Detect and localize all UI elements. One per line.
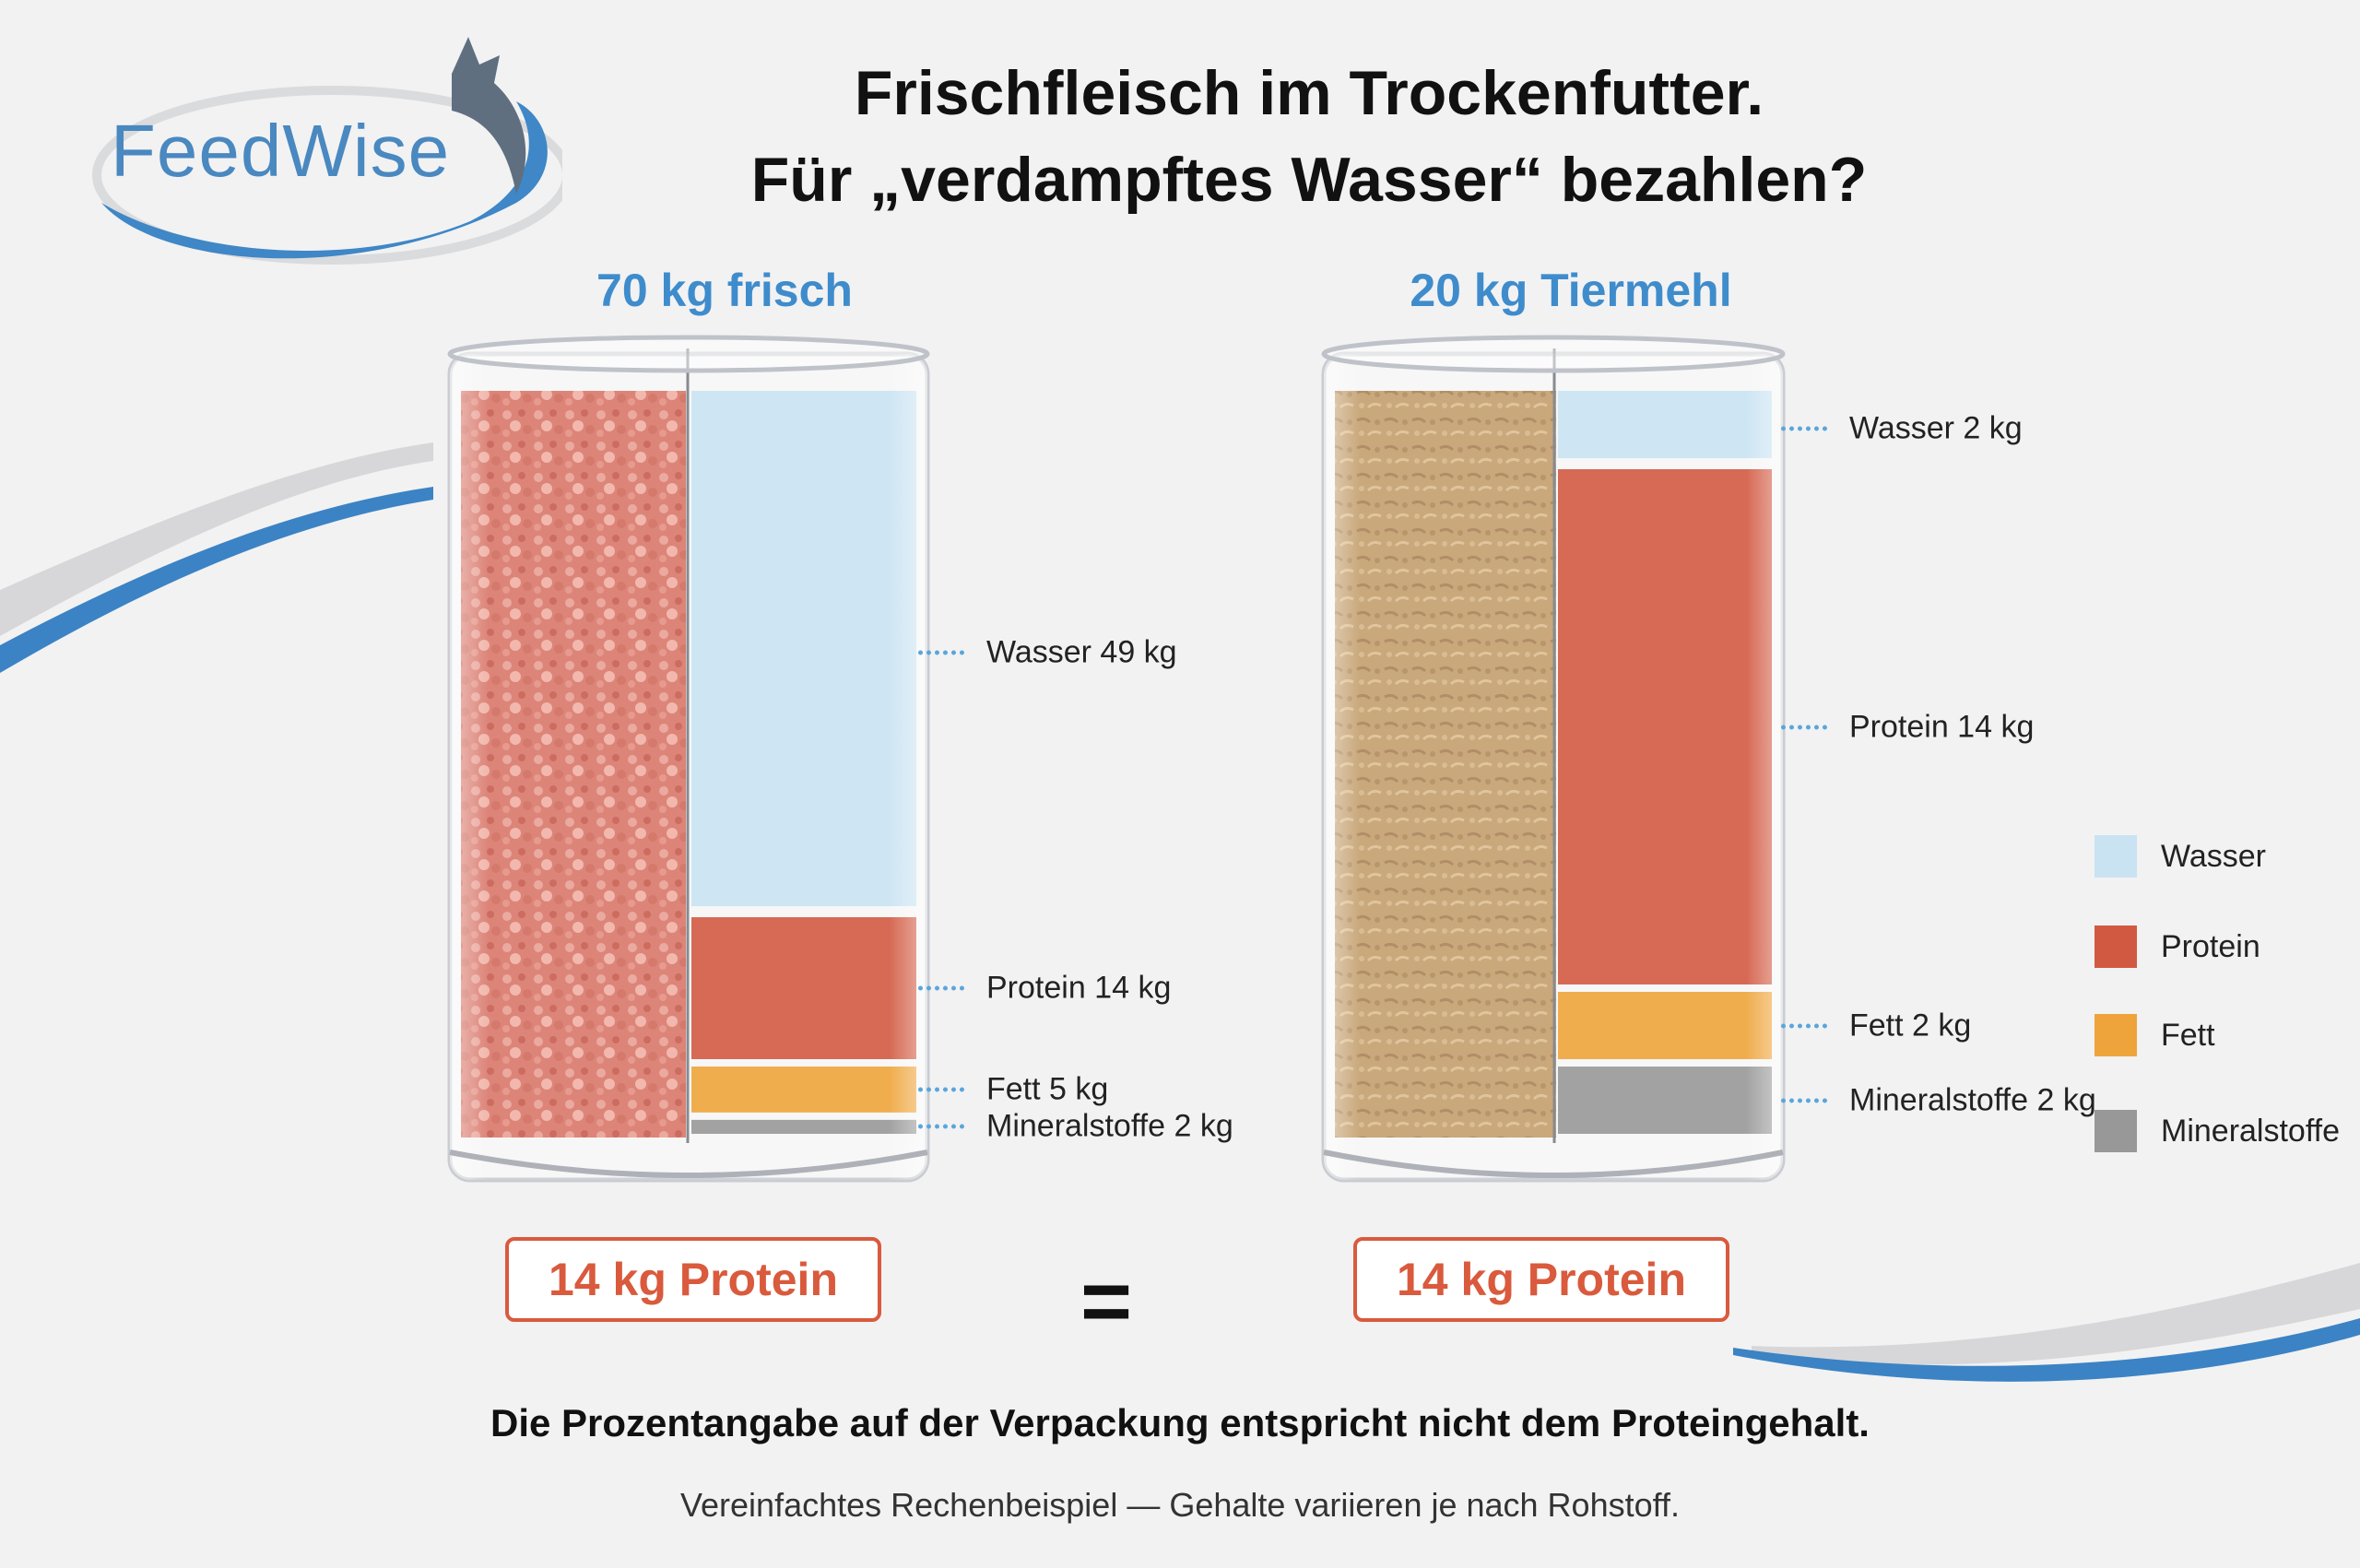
chart-meal: [1321, 335, 1786, 1183]
glass-sheen: [1324, 354, 1783, 1180]
leader-dots: [1781, 426, 1827, 430]
segment-label-wasser-fresh: Wasser 49 kg: [918, 634, 1177, 670]
legend-item-fett: Fett: [2094, 1014, 2215, 1056]
leader-dots: [918, 1124, 964, 1129]
right-protein-summary: 14 kg Protein: [1353, 1237, 1729, 1322]
segment-label-protein-fresh: Protein 14 kg: [918, 971, 1171, 1007]
left-column-header: 70 kg frisch: [596, 265, 853, 316]
leader-dots: [1781, 1023, 1827, 1028]
leader-dots: [1781, 725, 1827, 729]
segment-label-protein-meal: Protein 14 kg: [1781, 709, 2034, 745]
legend-label: Mineralstoffe: [2161, 1113, 2341, 1149]
brand-name: FeedWise: [111, 110, 451, 192]
page-title-line1: Frischfleisch im Trockenfutter.: [854, 58, 1764, 128]
glass-bottom-rim: [449, 1149, 928, 1178]
page-title-line2: Für „verdampftes Wasser“ bezahlen?: [750, 145, 1868, 215]
legend-label: Fett: [2161, 1017, 2215, 1053]
leader-dots: [918, 1087, 964, 1092]
legend-item-protein: Protein: [2094, 925, 2260, 968]
glass-top-rim: [447, 335, 930, 373]
leader-dots: [1781, 1098, 1827, 1102]
segment-label-wasser-meal: Wasser 2 kg: [1781, 410, 2023, 446]
left-protein-summary: 14 kg Protein: [505, 1237, 881, 1322]
leader-dots: [918, 650, 964, 654]
segment-label-text: Protein 14 kg: [1849, 709, 2035, 744]
equals-sign: =: [1080, 1252, 1133, 1350]
footer-note: Vereinfachtes Rechenbeispiel — Gehalte v…: [680, 1486, 1680, 1524]
footer-statement: Die Prozentangabe auf der Verpackung ent…: [490, 1401, 1870, 1444]
chart-fresh-meat: [447, 335, 930, 1183]
legend-swatch: [2094, 1014, 2137, 1056]
leader-dots: [918, 985, 964, 991]
legend-label: Wasser: [2161, 838, 2266, 874]
legend-swatch: [2094, 835, 2137, 878]
legend-item-mineralstoffe: Mineralstoffe: [2094, 1110, 2340, 1152]
segment-label-text: Mineralstoffe 2 kg: [1849, 1082, 2096, 1117]
legend-swatch: [2094, 1110, 2137, 1152]
segment-label-fett-fresh: Fett 5 kg: [918, 1071, 1108, 1107]
logo-swoosh-icon: [92, 37, 562, 265]
segment-label-text: Mineralstoffe 2 kg: [986, 1108, 1233, 1144]
legend-label: Protein: [2161, 928, 2260, 964]
legend-swatch: [2094, 925, 2137, 968]
glass-sheen: [450, 354, 927, 1180]
segment-label-fett-meal: Fett 2 kg: [1781, 1008, 1971, 1043]
glass-bottom-rim: [1323, 1149, 1784, 1178]
segment-label-text: Fett 2 kg: [1849, 1008, 1972, 1043]
legend-item-wasser: Wasser: [2094, 835, 2266, 878]
segment-label-text: Wasser 2 kg: [1849, 410, 2023, 445]
segment-label-text: Wasser 49 kg: [986, 634, 1177, 669]
segment-label-text: Protein 14 kg: [986, 970, 1172, 1006]
glass-top-rim: [1321, 335, 1786, 373]
segment-label-mineralstoffe-fresh: Mineralstoffe 2 kg: [918, 1109, 1233, 1145]
right-column-header: 20 kg Tiermehl: [1410, 265, 1732, 316]
segment-label-text: Fett 5 kg: [986, 1071, 1109, 1107]
segment-label-mineralstoffe-meal: Mineralstoffe 2 kg: [1781, 1082, 2096, 1118]
